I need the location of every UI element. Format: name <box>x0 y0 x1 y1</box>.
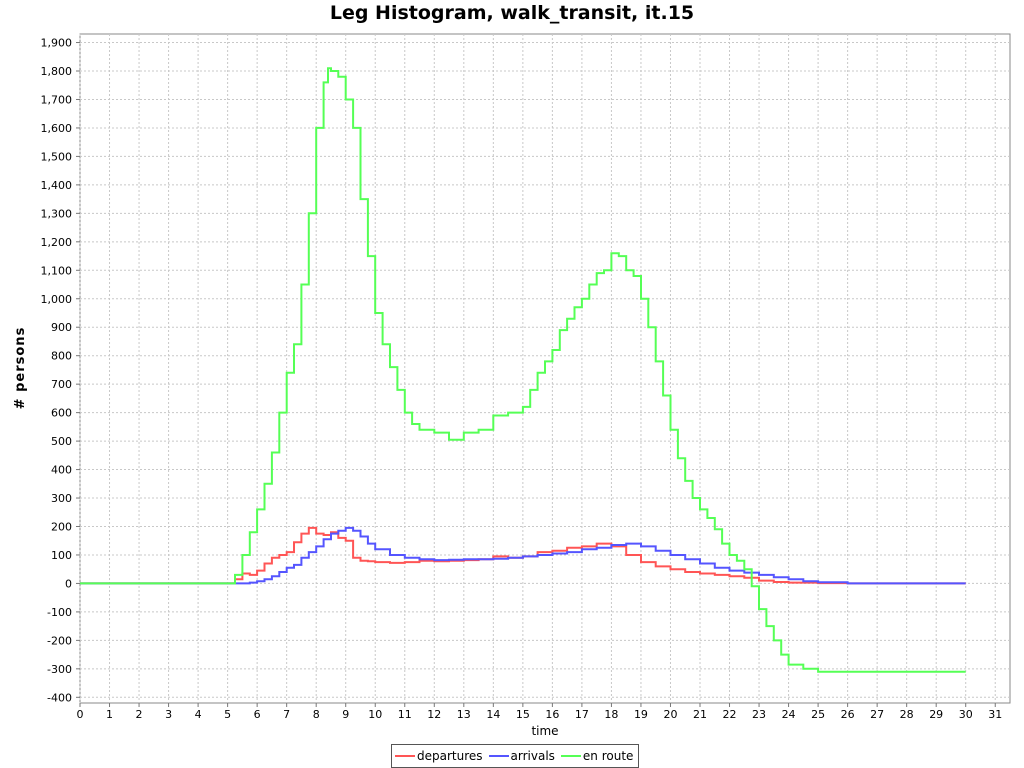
y-tick-label: 1,200 <box>41 236 73 249</box>
y-tick-label: 900 <box>51 321 72 334</box>
y-tick-label: 1,300 <box>41 207 73 220</box>
y-tick-label: 1,400 <box>41 179 73 192</box>
x-tick-label: 4 <box>195 708 202 721</box>
legend: departures arrivals en route <box>391 744 640 768</box>
x-tick-label: 20 <box>663 708 677 721</box>
x-tick-label: 14 <box>486 708 500 721</box>
x-tick-label: 11 <box>398 708 412 721</box>
y-tick-label: 0 <box>65 577 72 590</box>
legend-item-en-route: en route <box>560 749 634 763</box>
x-tick-label: 1 <box>106 708 113 721</box>
x-tick-label: 29 <box>929 708 943 721</box>
x-tick-label: 2 <box>136 708 143 721</box>
y-tick-label: -200 <box>47 634 72 647</box>
x-tick-label: 22 <box>723 708 737 721</box>
x-tick-label: 27 <box>870 708 884 721</box>
series-line-arrivals <box>80 526 966 585</box>
legend-label-arrivals: arrivals <box>510 749 555 763</box>
x-tick-label: 21 <box>693 708 707 721</box>
x-tick-label: 30 <box>959 708 973 721</box>
y-axis-title: # persons <box>13 327 28 410</box>
y-tick-label: 200 <box>51 520 72 533</box>
x-tick-label: 3 <box>165 708 172 721</box>
y-tick-label: 400 <box>51 464 72 477</box>
y-tick-label: 1,700 <box>41 93 73 106</box>
x-tick-label: 24 <box>782 708 796 721</box>
y-tick-label: 1,900 <box>41 37 73 50</box>
series-lines <box>80 67 966 673</box>
y-tick-label: 500 <box>51 435 72 448</box>
x-tick-label: 8 <box>313 708 320 721</box>
y-tick-label: 1,100 <box>41 264 73 277</box>
y-tick-label: 1,500 <box>41 150 73 163</box>
legend-swatch-departures <box>395 755 415 757</box>
x-tick-label: 25 <box>811 708 825 721</box>
x-axis-title: time <box>531 724 558 738</box>
x-tick-label: 23 <box>752 708 766 721</box>
x-tick-label: 31 <box>988 708 1002 721</box>
series-line-en-route <box>80 67 966 673</box>
x-tick-label: 16 <box>545 708 559 721</box>
y-tick-label: 1,600 <box>41 122 73 135</box>
y-tick-label: 800 <box>51 350 72 363</box>
x-tick-label: 26 <box>841 708 855 721</box>
y-tick-label: -100 <box>47 606 72 619</box>
y-tick-label: 1,000 <box>41 293 73 306</box>
y-axis: -400 -300 -200 -100 0 100 200 300 400 500 600 700 80… <box>41 37 80 704</box>
chart-title: Leg Histogram, walk_transit, it.15 <box>329 2 695 24</box>
x-tick-label: 13 <box>457 708 471 721</box>
y-tick-label: 1,800 <box>41 65 73 78</box>
y-tick-label: 600 <box>51 407 72 420</box>
x-tick-label: 7 <box>283 708 290 721</box>
x-tick-label: 18 <box>604 708 618 721</box>
y-tick-label: -400 <box>47 691 72 704</box>
legend-swatch-en-route <box>560 755 581 757</box>
y-tick-label: 300 <box>51 492 72 505</box>
x-tick-label: 17 <box>575 708 589 721</box>
x-tick-label: 0 <box>77 708 84 721</box>
x-tick-label: 10 <box>368 708 382 721</box>
x-tick-label: 9 <box>342 708 349 721</box>
legend-item-departures: departures <box>395 749 483 763</box>
x-tick-label: 28 <box>900 708 914 721</box>
x-axis: 0 1 2 3 4 5 6 7 8 9 10 11 12 13 14 15 16 17 18 19 20 21 22 23 24… <box>77 703 1002 721</box>
y-tick-label: 100 <box>51 549 72 562</box>
x-tick-label: 15 <box>516 708 530 721</box>
legend-swatch-arrivals <box>488 755 509 757</box>
legend-label-en-route: en route <box>582 749 634 763</box>
x-tick-label: 12 <box>427 708 441 721</box>
x-tick-label: 19 <box>634 708 648 721</box>
y-tick-label: 700 <box>51 378 72 391</box>
x-tick-label: 6 <box>254 708 261 721</box>
x-tick-label: 5 <box>224 708 231 721</box>
legend-item-arrivals: arrivals <box>488 749 555 763</box>
legend-label-departures: departures <box>417 749 483 763</box>
y-tick-label: -300 <box>47 663 72 676</box>
